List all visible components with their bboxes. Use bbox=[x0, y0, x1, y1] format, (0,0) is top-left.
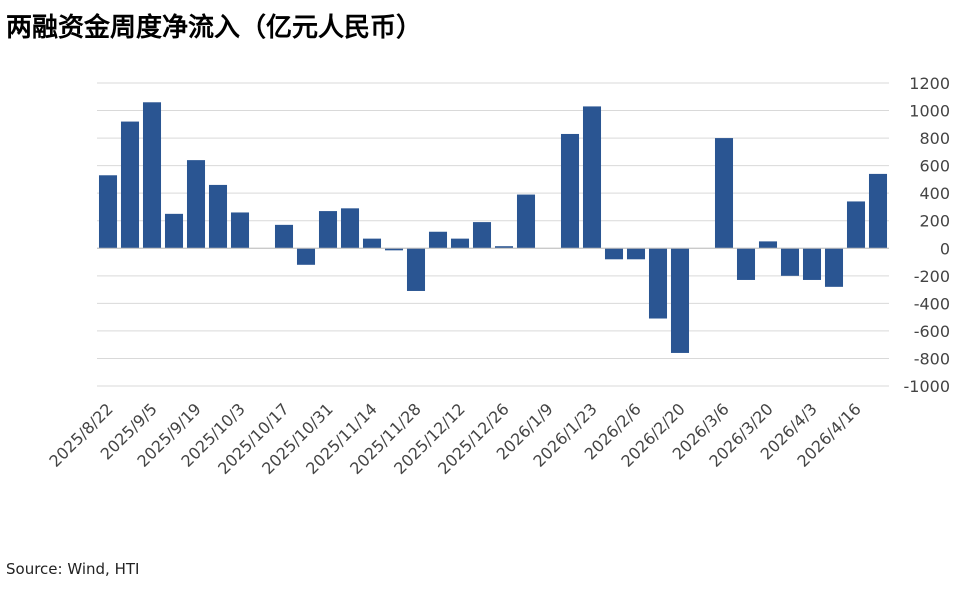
bar bbox=[164, 213, 184, 249]
bar bbox=[384, 248, 404, 251]
y-tick-label: 0 bbox=[940, 239, 950, 258]
bar bbox=[296, 248, 316, 265]
y-tick-label: -200 bbox=[914, 267, 950, 286]
bar bbox=[868, 173, 888, 249]
bar bbox=[274, 224, 294, 249]
bar bbox=[142, 102, 162, 249]
y-tick-label: 1000 bbox=[909, 102, 950, 121]
bar bbox=[604, 248, 624, 260]
y-tick-label: -800 bbox=[914, 349, 950, 368]
bar bbox=[714, 138, 734, 249]
bar bbox=[428, 231, 448, 249]
bar bbox=[472, 222, 492, 249]
bar bbox=[450, 238, 470, 249]
bar bbox=[362, 238, 382, 249]
y-tick-label: 400 bbox=[919, 184, 950, 203]
y-tick-label: 200 bbox=[919, 212, 950, 231]
y-tick-label: -400 bbox=[914, 294, 950, 313]
bar bbox=[98, 175, 118, 249]
bar bbox=[186, 160, 206, 249]
chart-title: 两融资金周度净流入（亿元人民币） bbox=[6, 12, 422, 43]
bar bbox=[648, 248, 668, 319]
bar bbox=[758, 241, 778, 249]
bar bbox=[318, 211, 338, 249]
bar bbox=[230, 212, 250, 249]
bar bbox=[846, 201, 866, 249]
y-tick-label: -600 bbox=[914, 322, 950, 341]
source-note: Source: Wind, HTI bbox=[6, 560, 139, 578]
bar bbox=[626, 248, 646, 260]
bar bbox=[560, 133, 580, 249]
bar bbox=[120, 121, 140, 249]
y-tick-label: 1200 bbox=[909, 74, 950, 93]
y-tick-label: -1000 bbox=[904, 377, 951, 396]
bar bbox=[406, 248, 426, 291]
bar bbox=[736, 248, 756, 280]
y-tick-label: 800 bbox=[919, 129, 950, 148]
bar bbox=[802, 248, 822, 280]
bar bbox=[516, 194, 536, 249]
bar bbox=[670, 248, 690, 353]
y-tick-label: 600 bbox=[919, 157, 950, 176]
bar bbox=[824, 248, 844, 287]
bar bbox=[340, 208, 360, 249]
bar bbox=[780, 248, 800, 276]
bar bbox=[494, 246, 514, 249]
bar bbox=[582, 106, 602, 249]
bar bbox=[208, 184, 228, 249]
